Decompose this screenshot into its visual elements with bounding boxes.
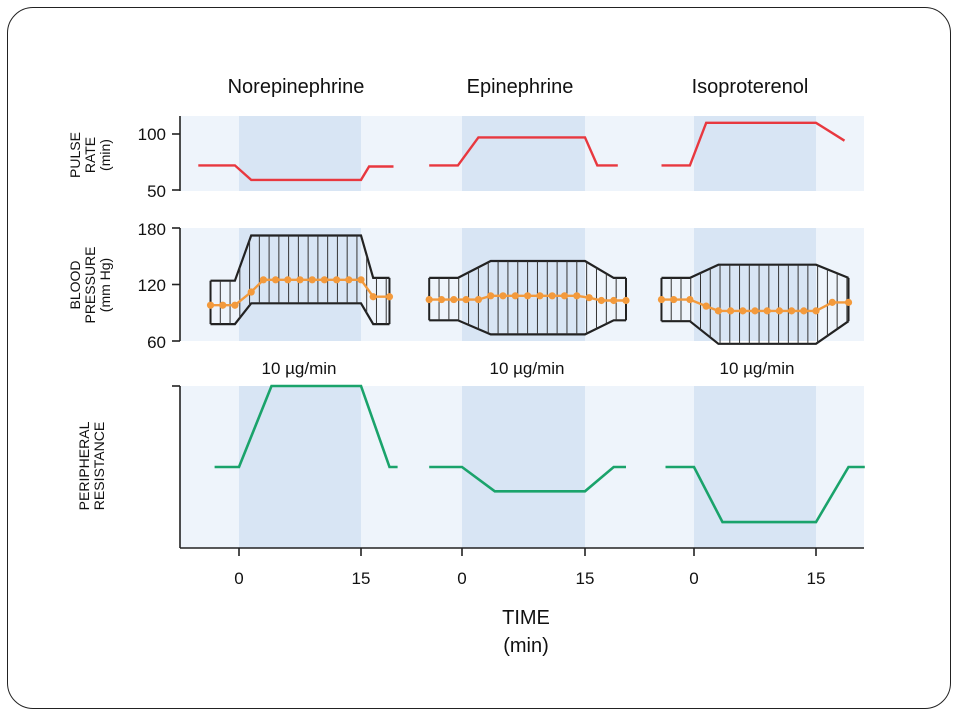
systolic-line-norepinephrine bbox=[210, 234, 390, 282]
x-tick-label: 0 bbox=[457, 569, 466, 588]
mean-bp-point-isoproterenol bbox=[657, 295, 666, 304]
mean-bp-point-isoproterenol bbox=[751, 307, 759, 315]
mean-bp-point-epinephrine bbox=[437, 295, 446, 304]
mean-bp-point-isoproterenol bbox=[727, 307, 735, 315]
bp-tick-label: 60 bbox=[147, 333, 166, 352]
infusion-band bbox=[694, 386, 816, 548]
data-marks bbox=[198, 121, 865, 524]
infusion-band bbox=[462, 386, 585, 548]
resistance-axis-title-line: RESISTANCE bbox=[91, 422, 107, 510]
resistance-line-norepinephrine bbox=[214, 384, 398, 469]
mean-bp-point-norepinephrine bbox=[272, 276, 280, 284]
mean-bp-point-epinephrine bbox=[536, 292, 544, 300]
drug-title-epinephrine: Epinephrine bbox=[467, 76, 574, 98]
bp-axis-title-line: (mm Hg) bbox=[97, 258, 113, 312]
mean-bp-point-epinephrine bbox=[450, 295, 458, 304]
mean-bp-point-epinephrine bbox=[610, 296, 618, 305]
mean-bp-point-norepinephrine bbox=[385, 293, 394, 301]
mean-bp-point-norepinephrine bbox=[219, 301, 227, 309]
mean-bp-point-isoproterenol bbox=[828, 298, 836, 306]
mean-bp-point-epinephrine bbox=[597, 296, 606, 305]
pulse-axis-title-line: RATE bbox=[82, 137, 98, 173]
pulse-axis-title-line: PULSE bbox=[67, 132, 83, 178]
bp-axis-title-line: PRESSURE bbox=[82, 246, 98, 323]
mean-bp-point-isoproterenol bbox=[788, 307, 796, 315]
mean-bp-point-norepinephrine bbox=[345, 276, 353, 284]
bp-axis-title-line: BLOOD bbox=[67, 260, 83, 309]
x-tick-label: 0 bbox=[234, 569, 243, 588]
mean-bp-point-epinephrine bbox=[548, 292, 556, 300]
mean-bp-point-norepinephrine bbox=[231, 301, 239, 309]
mean-bp-point-epinephrine bbox=[511, 292, 519, 300]
infusion-bands bbox=[239, 116, 816, 548]
bp-axis-title: BLOOD PRESSURE (mm Hg) bbox=[67, 246, 113, 323]
resistance-axis-title-line: PERIPHERAL bbox=[76, 421, 92, 510]
pulse-line-isoproterenol bbox=[661, 121, 846, 167]
pulse-axis-title: PULSE RATE (min) bbox=[67, 132, 113, 178]
mean-bp-point-epinephrine bbox=[487, 292, 495, 300]
mean-bp-point-isoproterenol bbox=[702, 302, 710, 310]
mean-bp-point-isoproterenol bbox=[686, 295, 694, 304]
mean-bp-point-norepinephrine bbox=[284, 276, 292, 284]
pulse-axis-title-line: (min) bbox=[97, 139, 113, 171]
mean-bp-point-norepinephrine bbox=[247, 288, 255, 296]
mean-bp-point-epinephrine bbox=[499, 292, 507, 300]
mean-bp-point-epinephrine bbox=[573, 292, 581, 300]
mean-bp-point-epinephrine bbox=[462, 295, 470, 304]
diastolic-line-norepinephrine bbox=[210, 302, 390, 326]
infusion-band bbox=[239, 116, 361, 191]
bp-tick-label: 120 bbox=[138, 276, 166, 295]
x-axis-title: TIME bbox=[502, 607, 550, 629]
mean-bp-point-isoproterenol bbox=[714, 307, 723, 315]
infusion-band bbox=[239, 386, 361, 548]
resistance-axis-title: PERIPHERAL RESISTANCE bbox=[76, 421, 107, 510]
x-axis-unit: (min) bbox=[503, 635, 549, 657]
resistance-line-epinephrine bbox=[429, 465, 626, 493]
mean-bp-point-epinephrine bbox=[622, 296, 630, 305]
mean-bp-point-norepinephrine bbox=[357, 276, 365, 284]
axes bbox=[172, 116, 864, 556]
mean-bp-point-epinephrine bbox=[524, 292, 532, 300]
drug-title-isoproterenol: Isoproterenol bbox=[692, 76, 809, 98]
dose-label: 10 µg/min bbox=[262, 359, 337, 378]
resistance-line-isoproterenol bbox=[665, 465, 865, 524]
dose-label: 10 µg/min bbox=[490, 359, 565, 378]
mean-bp-point-norepinephrine bbox=[206, 301, 215, 309]
mean-bp-point-norepinephrine bbox=[369, 293, 377, 301]
mean-bp-point-isoproterenol bbox=[739, 307, 747, 315]
drug-title-norepinephrine: Norepinephrine bbox=[228, 76, 365, 98]
mean-bp-point-epinephrine bbox=[474, 295, 482, 304]
mean-bp-point-isoproterenol bbox=[800, 307, 808, 315]
pulse-line-epinephrine bbox=[429, 136, 618, 167]
mean-bp-point-norepinephrine bbox=[308, 276, 316, 284]
systolic-line-isoproterenol bbox=[661, 263, 849, 279]
infusion-band bbox=[462, 228, 585, 341]
mean-bp-point-epinephrine bbox=[585, 294, 593, 302]
infusion-band bbox=[694, 228, 816, 341]
x-tick-label: 15 bbox=[807, 569, 826, 588]
mean-bp-point-isoproterenol bbox=[775, 307, 784, 315]
pulse-line-norepinephrine bbox=[198, 164, 394, 182]
x-tick-label: 0 bbox=[689, 569, 698, 588]
infusion-band bbox=[462, 116, 585, 191]
mean-bp-point-norepinephrine bbox=[333, 276, 341, 284]
mean-bp-point-isoproterenol bbox=[844, 298, 853, 306]
dose-label: 10 µg/min bbox=[720, 359, 795, 378]
mean-bp-point-epinephrine bbox=[560, 292, 569, 300]
mean-bp-point-norepinephrine bbox=[296, 276, 304, 284]
mean-bp-point-epinephrine bbox=[425, 295, 433, 304]
mean-bp-point-norepinephrine bbox=[259, 276, 267, 284]
mean-bp-point-isoproterenol bbox=[812, 307, 820, 315]
pulse-tick-label: 50 bbox=[147, 182, 166, 201]
infusion-band bbox=[694, 116, 816, 191]
mean-bp-point-isoproterenol bbox=[670, 295, 678, 304]
pulse-tick-label: 100 bbox=[138, 125, 166, 144]
mean-bp-point-norepinephrine bbox=[320, 276, 328, 284]
x-tick-label: 15 bbox=[576, 569, 595, 588]
diastolic-line-isoproterenol bbox=[661, 320, 850, 345]
mean-bp-point-isoproterenol bbox=[763, 307, 771, 315]
x-tick-label: 15 bbox=[352, 569, 371, 588]
bp-tick-label: 180 bbox=[138, 220, 166, 239]
